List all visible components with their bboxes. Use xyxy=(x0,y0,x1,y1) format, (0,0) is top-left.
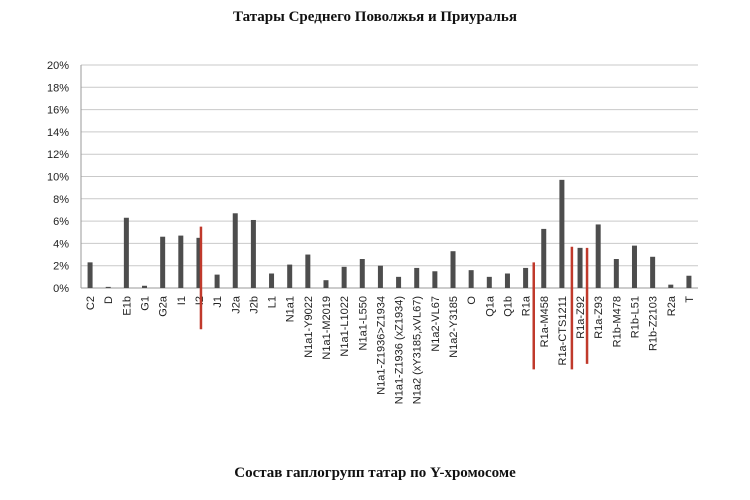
y-tick-label: 6% xyxy=(53,216,69,228)
x-tick-label: N1a1-L550 xyxy=(357,296,369,350)
chart-caption: Состав гаплогрупп татар по Y-хромосоме xyxy=(234,465,516,481)
x-tick-label: R1a-CTS1211 xyxy=(557,296,569,366)
x-tick-label: I1 xyxy=(176,296,188,305)
y-tick-label: 10% xyxy=(47,172,69,184)
bar xyxy=(650,256,656,288)
bar xyxy=(87,262,93,288)
y-tick-label: 4% xyxy=(53,238,69,250)
x-tick-label: N1a2-VL67 xyxy=(430,296,442,352)
bar xyxy=(196,237,202,288)
y-tick-label: 18% xyxy=(47,82,69,94)
bar xyxy=(323,280,329,288)
y-tick-label: 0% xyxy=(53,283,69,295)
y-tick-label: 2% xyxy=(53,261,69,273)
x-tick-label: L1 xyxy=(267,296,279,308)
bar xyxy=(595,224,601,288)
bar xyxy=(105,286,111,288)
x-tick-label: D xyxy=(103,296,115,304)
x-tick-label: R1a-M458 xyxy=(539,296,551,347)
bar xyxy=(523,267,529,288)
bar xyxy=(232,213,238,288)
bar xyxy=(559,179,565,288)
bar xyxy=(577,247,583,288)
x-tick-label: N1a2-Y3185 xyxy=(448,296,460,358)
x-tick-label: R1a xyxy=(521,295,533,316)
bar xyxy=(377,265,383,288)
x-tick-label: Q1b xyxy=(502,296,514,317)
x-tick-label: Q1a xyxy=(484,295,496,317)
bar xyxy=(269,273,275,288)
bar xyxy=(214,274,220,288)
x-tick-label: R1a-Z93 xyxy=(593,296,605,339)
bar xyxy=(432,271,438,288)
bar xyxy=(668,284,674,288)
x-tick-label: N1a1 xyxy=(285,296,297,322)
x-tick-label: O xyxy=(466,296,478,305)
bar xyxy=(250,219,256,288)
bar xyxy=(631,245,637,288)
x-tick-label: T xyxy=(684,296,696,303)
bar xyxy=(359,259,365,288)
x-tick-label: N1a2 (xY3185,xVL67) xyxy=(412,296,424,404)
bar xyxy=(160,236,166,288)
bar xyxy=(450,251,456,288)
x-tick-label: R2a xyxy=(666,295,678,316)
bar xyxy=(686,275,692,288)
bar xyxy=(178,235,184,288)
bar xyxy=(305,254,311,288)
x-tick-label: J2b xyxy=(248,296,260,314)
x-tick-label: E1b xyxy=(121,296,133,316)
bar xyxy=(541,228,547,288)
x-tick-label: R1b-Z2103 xyxy=(648,296,660,351)
x-tick-label: J2a xyxy=(230,295,242,314)
x-tick-label: N1a1-L1022 xyxy=(339,296,351,357)
x-tick-label: N1a1-Z1936 (xZ1934) xyxy=(394,296,406,404)
x-tick-label: G1 xyxy=(140,296,152,311)
x-tick-label: C2 xyxy=(85,296,97,310)
bar xyxy=(123,217,129,288)
bar xyxy=(414,267,420,288)
x-tick-label: R1a-Z92 xyxy=(575,296,587,339)
x-tick-label: G2a xyxy=(158,295,170,317)
x-tick-label: N1a1-Z1936>Z1934 xyxy=(375,296,387,395)
x-tick-label: J1 xyxy=(212,296,224,308)
bar xyxy=(396,276,402,288)
y-tick-label: 20% xyxy=(47,60,69,72)
x-tick-label: N1a1-Y9022 xyxy=(303,296,315,358)
bar xyxy=(468,270,474,288)
y-tick-label: 12% xyxy=(47,149,69,161)
bar xyxy=(287,264,293,288)
bar xyxy=(142,285,148,288)
bar xyxy=(486,276,492,288)
y-tick-label: 8% xyxy=(53,194,69,206)
bar xyxy=(613,259,619,288)
x-tick-label: R1b-M478 xyxy=(611,296,623,347)
y-tick-label: 14% xyxy=(47,127,69,139)
y-tick-label: 16% xyxy=(47,105,69,117)
bar xyxy=(504,273,510,288)
chart-title: Татары Среднего Поволжья и Приуралья xyxy=(233,9,517,25)
bar xyxy=(341,266,347,288)
x-tick-label: R1b-L51 xyxy=(629,296,641,338)
x-tick-label: N1a1-M2019 xyxy=(321,296,333,360)
